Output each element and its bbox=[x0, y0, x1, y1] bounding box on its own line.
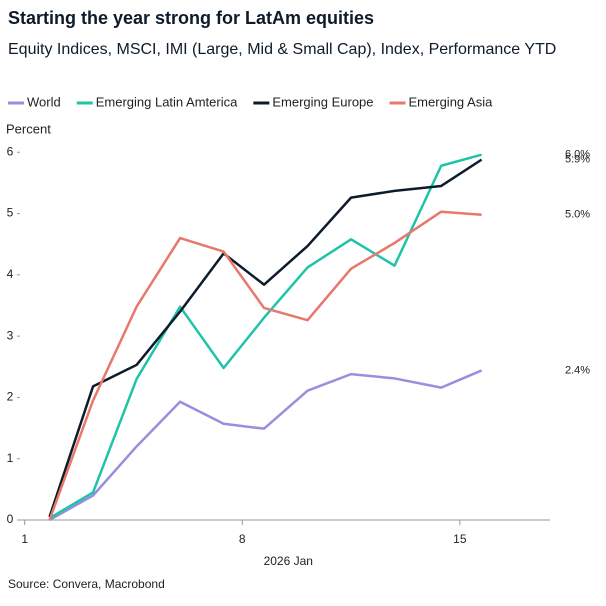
y-tick-label: 3 bbox=[7, 328, 14, 342]
series-line bbox=[48, 158, 483, 518]
x-tick-label: 15 bbox=[453, 532, 467, 546]
series-line bbox=[48, 369, 483, 522]
y-tick-label: 2 bbox=[7, 390, 14, 404]
x-tick-label: 8 bbox=[239, 532, 246, 546]
y-tick-label: 5 bbox=[7, 206, 14, 220]
x-tick-label: 1 bbox=[21, 532, 28, 546]
chart-title: Starting the year strong for LatAm equit… bbox=[8, 8, 375, 28]
chart-subtitle: Equity Indices, MSCI, IMI (Large, Mid & … bbox=[8, 41, 557, 58]
value-label: 5.0% bbox=[565, 209, 590, 221]
y-tick-label: 6 bbox=[7, 144, 14, 158]
source: Source: Convera, Macrobond bbox=[8, 577, 165, 591]
series-line bbox=[48, 153, 482, 520]
y-axis-label: Percent bbox=[6, 121, 51, 136]
y-tick-label: 0 bbox=[7, 512, 14, 526]
value-label: 5.9% bbox=[565, 154, 590, 166]
legend-label: Emerging Asia bbox=[409, 94, 494, 109]
legend-label: Emerging Europe bbox=[272, 94, 373, 109]
value-label: 6.0% bbox=[565, 149, 590, 161]
y-tick-label: 4 bbox=[7, 267, 14, 281]
legend-label: Emerging Latin Amterica bbox=[96, 94, 238, 109]
series-line bbox=[48, 210, 482, 521]
legend-label: World bbox=[27, 94, 61, 109]
y-tick-label: 1 bbox=[7, 451, 14, 465]
x-axis-label: 2026 Jan bbox=[264, 554, 313, 568]
value-label: 2.4% bbox=[565, 364, 590, 376]
